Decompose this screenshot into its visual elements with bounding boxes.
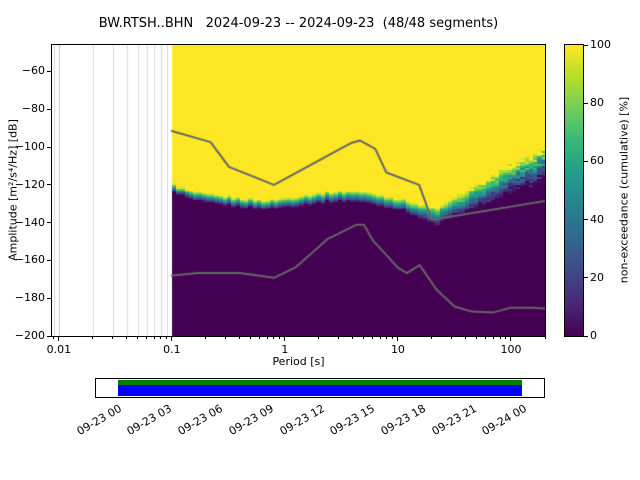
x-minor-tick-mark — [239, 337, 241, 339]
colorbar-tick-label: 100 — [590, 37, 611, 51]
x-minor-tick-mark — [205, 337, 207, 339]
x-minor-tick-mark — [363, 337, 365, 339]
colorbar-tick-mark — [584, 160, 588, 162]
x-minor-tick-mark — [379, 337, 381, 339]
x-minor-tick-mark — [126, 337, 128, 339]
colorbar-tick-label: 60 — [590, 154, 604, 168]
timeline-tick-label: 09-23 06 — [175, 402, 226, 438]
timeline-coverage-main — [117, 385, 523, 396]
timeline-tick-label: 09-23 00 — [74, 402, 124, 438]
x-minor-tick-mark — [92, 337, 94, 339]
colorbar-tick-label: 20 — [590, 270, 604, 284]
x-minor-tick-mark — [505, 337, 507, 339]
x-tick-label: 100 — [500, 343, 522, 356]
timeline-tick-label: 09-24 00 — [480, 402, 530, 438]
colorbar-tick-mark — [584, 277, 588, 279]
x-tick-label: 0.1 — [163, 343, 181, 356]
colorbar-tick-mark — [584, 335, 588, 337]
timeline-tick-label: 09-23 21 — [429, 402, 479, 438]
y-tick-label: −120 — [14, 177, 45, 191]
x-minor-tick-mark — [485, 337, 487, 339]
x-tick-mark — [284, 337, 286, 341]
x-minor-tick-mark — [160, 337, 162, 339]
timeline-tick-label: 09-23 15 — [327, 402, 378, 438]
x-minor-tick-mark — [225, 337, 227, 339]
x-minor-tick-mark — [352, 337, 354, 339]
plot-area — [51, 44, 546, 337]
timeline-tick-label: 09-23 09 — [226, 402, 276, 438]
x-minor-tick-mark — [137, 337, 139, 339]
x-tick-label: 10 — [390, 343, 405, 356]
y-tick-mark — [47, 108, 51, 110]
y-tick-mark — [47, 184, 51, 186]
x-minor-tick-mark — [386, 337, 388, 339]
x-minor-tick-mark — [53, 337, 55, 339]
x-minor-tick-mark — [492, 337, 494, 339]
timeline-tick-label: 09-23 03 — [124, 402, 175, 438]
colorbar-tick-mark — [584, 219, 588, 221]
colorbar-tick-label: 0 — [590, 328, 597, 342]
y-tick-mark — [47, 335, 51, 337]
ppsd-heatmap-canvas — [52, 45, 545, 336]
colorbar-gradient — [564, 44, 584, 337]
y-tick-mark — [47, 70, 51, 72]
x-minor-tick-mark — [544, 337, 546, 339]
x-tick-mark — [171, 337, 173, 341]
x-minor-tick-mark — [273, 337, 275, 339]
x-minor-tick-mark — [266, 337, 268, 339]
y-tick-label: −160 — [14, 253, 45, 267]
x-minor-tick-mark — [146, 337, 148, 339]
x-minor-tick-mark — [259, 337, 261, 339]
y-tick-label: −200 — [14, 328, 45, 342]
y-tick-mark — [47, 297, 51, 299]
timeline-coverage-top-stripe — [117, 380, 523, 385]
colorbar-tick-label: 80 — [590, 96, 604, 110]
x-minor-tick-mark — [431, 337, 433, 339]
y-tick-label: −100 — [14, 139, 45, 153]
timeline-tick-label: 09-23 18 — [378, 402, 428, 438]
x-tick-mark — [58, 337, 60, 341]
x-minor-tick-mark — [392, 337, 394, 339]
x-minor-tick-mark — [279, 337, 281, 339]
y-tick-mark — [47, 259, 51, 261]
y-tick-label: −180 — [14, 291, 45, 305]
x-minor-tick-mark — [153, 337, 155, 339]
x-minor-tick-mark — [499, 337, 501, 339]
timeline-bar — [95, 378, 545, 398]
x-minor-tick-mark — [451, 337, 453, 339]
plot-title: BW.RTSH..BHN 2024-09-23 -- 2024-09-23 (4… — [98, 16, 499, 31]
x-minor-tick-mark — [250, 337, 252, 339]
y-tick-label: −60 — [21, 64, 45, 78]
x-tick-label: 0.01 — [46, 343, 72, 356]
colorbar-tick-label: 40 — [590, 212, 604, 226]
x-minor-tick-mark — [318, 337, 320, 339]
x-tick-label: 1 — [281, 343, 289, 356]
x-minor-tick-mark — [338, 337, 340, 339]
timeline-coverage — [117, 379, 523, 397]
y-tick-label: −140 — [14, 215, 45, 229]
x-minor-tick-mark — [476, 337, 478, 339]
x-tick-mark — [397, 337, 399, 341]
x-minor-tick-mark — [112, 337, 114, 339]
x-minor-tick-mark — [372, 337, 374, 339]
y-tick-label: −80 — [21, 102, 45, 116]
y-tick-mark — [47, 146, 51, 148]
x-tick-mark — [510, 337, 512, 341]
x-minor-tick-mark — [166, 337, 168, 339]
x-minor-tick-mark — [465, 337, 467, 339]
colorbar-tick-mark — [584, 44, 588, 46]
colorbar-tick-mark — [584, 102, 588, 104]
timeline-tick-label: 09-23 12 — [277, 402, 327, 438]
x-axis-label: Period [s] — [272, 355, 325, 368]
colorbar-label: non-exceedance (cumulative) [%] — [617, 96, 631, 284]
y-tick-mark — [47, 222, 51, 224]
